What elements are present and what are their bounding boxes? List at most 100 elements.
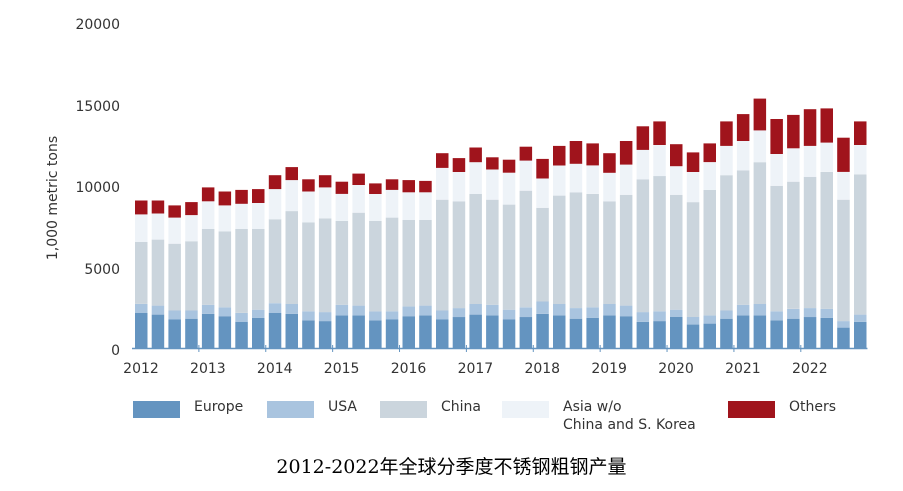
bar-segment-china bbox=[486, 199, 499, 305]
bar-segment-others bbox=[402, 180, 415, 193]
y-tick-10000: 10000 bbox=[75, 180, 120, 196]
bar-segment-asia-w-o-china-and-s-korea bbox=[854, 145, 867, 175]
bar-segment-europe bbox=[452, 317, 466, 348]
bar-segment-others bbox=[285, 167, 298, 181]
x-tick-2019: 2019 bbox=[591, 361, 627, 377]
bar-segment-asia-w-o-china-and-s-korea bbox=[469, 162, 482, 194]
bar-segment-asia-w-o-china-and-s-korea bbox=[636, 150, 650, 180]
bar-segment-others bbox=[553, 145, 566, 166]
x-tick-2017: 2017 bbox=[457, 361, 494, 377]
bar-segment-asia-w-o-china-and-s-korea bbox=[318, 187, 332, 219]
bar-2021Q2 bbox=[753, 98, 767, 348]
bar-2015Q1 bbox=[335, 181, 349, 348]
bar-segment-europe bbox=[753, 315, 767, 348]
x-tick-2022: 2022 bbox=[791, 361, 828, 377]
bar-2014Q4 bbox=[318, 175, 332, 348]
bar-segment-asia-w-o-china-and-s-korea bbox=[335, 194, 349, 221]
bar-segment-usa bbox=[837, 321, 850, 328]
bar-segment-china bbox=[787, 181, 800, 309]
bar-segment-asia-w-o-china-and-s-korea bbox=[753, 130, 767, 163]
bar-segment-others bbox=[385, 179, 399, 190]
bar-segment-china bbox=[252, 229, 265, 310]
legend-label-others: Others bbox=[789, 399, 837, 415]
bar-segment-china bbox=[502, 204, 516, 310]
bar-segment-europe bbox=[569, 318, 583, 348]
chart-caption: 2012-2022年全球分季度不锈钢粗钢产量 bbox=[276, 456, 627, 478]
bar-segment-europe bbox=[402, 316, 415, 348]
legend-item-asia: Asia w/o China and S. Korea bbox=[502, 398, 696, 434]
bar-segment-asia-w-o-china-and-s-korea bbox=[519, 160, 533, 191]
bar-2016Q4 bbox=[452, 158, 466, 348]
bar-2019Q3 bbox=[636, 126, 650, 348]
bar-segment-asia-w-o-china-and-s-korea bbox=[218, 205, 232, 232]
bar-segment-china bbox=[335, 220, 349, 305]
bar-segment-china bbox=[753, 162, 767, 304]
bar-2012Q1 bbox=[135, 200, 148, 348]
bar-segment-usa bbox=[268, 303, 282, 313]
x-tick-2016: 2016 bbox=[390, 361, 427, 377]
bar-segment-usa bbox=[653, 311, 666, 322]
bar-segment-usa bbox=[787, 308, 800, 319]
bar-2012Q3 bbox=[168, 205, 181, 348]
bar-segment-others bbox=[352, 173, 365, 185]
bar-segment-usa bbox=[569, 308, 583, 319]
bar-2018Q3 bbox=[569, 141, 583, 348]
bar-segment-usa bbox=[302, 311, 315, 321]
bar-segment-china bbox=[569, 192, 583, 308]
bar-segment-europe bbox=[703, 323, 716, 349]
bar-segment-china bbox=[268, 219, 282, 304]
bar-segment-usa bbox=[720, 310, 733, 319]
bar-segment-usa bbox=[536, 301, 549, 314]
bar-2015Q4 bbox=[385, 179, 399, 348]
bar-segment-asia-w-o-china-and-s-korea bbox=[619, 164, 633, 195]
bar-segment-china bbox=[302, 222, 315, 312]
bar-2021Q3 bbox=[770, 119, 783, 348]
bar-segment-china bbox=[586, 194, 599, 308]
bar-segment-asia-w-o-china-and-s-korea bbox=[603, 172, 616, 202]
y-tick-0: 0 bbox=[111, 343, 120, 359]
bar-2016Q2 bbox=[419, 180, 432, 348]
y-tick-15000: 15000 bbox=[75, 99, 120, 115]
bar-segment-china bbox=[837, 199, 850, 322]
bar-segment-asia-w-o-china-and-s-korea bbox=[452, 172, 466, 202]
bar-segment-usa bbox=[820, 308, 833, 318]
bar-segment-china bbox=[318, 218, 332, 313]
bar-segment-asia-w-o-china-and-s-korea bbox=[402, 192, 415, 220]
bar-segment-usa bbox=[636, 312, 650, 322]
bar-segment-asia-w-o-china-and-s-korea bbox=[770, 154, 783, 186]
bar-segment-china bbox=[553, 195, 566, 304]
bar-segment-others bbox=[787, 114, 800, 149]
bar-segment-china bbox=[218, 231, 232, 308]
bar-segment-china bbox=[519, 190, 533, 308]
bar-2017Q2 bbox=[486, 157, 499, 348]
bar-segment-others bbox=[854, 121, 867, 145]
bar-segment-europe bbox=[252, 317, 265, 348]
bar-segment-asia-w-o-china-and-s-korea bbox=[803, 145, 817, 177]
bar-segment-europe bbox=[419, 315, 432, 348]
bar-segment-asia-w-o-china-and-s-korea bbox=[736, 141, 750, 171]
bar-segment-others bbox=[151, 200, 165, 214]
bar-segment-europe bbox=[636, 321, 650, 348]
bar-segment-usa bbox=[770, 311, 783, 321]
bar-segment-europe bbox=[586, 317, 599, 348]
bar-segment-europe bbox=[787, 318, 800, 348]
bar-segment-europe bbox=[670, 317, 683, 348]
bar-segment-china bbox=[820, 172, 833, 309]
bar-segment-china bbox=[720, 175, 733, 311]
legend-label-usa: USA bbox=[328, 399, 357, 415]
bar-segment-europe bbox=[736, 315, 750, 348]
bar-segment-asia-w-o-china-and-s-korea bbox=[151, 213, 165, 240]
bar-segment-asia-w-o-china-and-s-korea bbox=[352, 185, 365, 213]
bar-segment-china bbox=[419, 220, 432, 306]
bar-2014Q1 bbox=[268, 175, 282, 348]
bar-segment-usa bbox=[753, 304, 767, 316]
bar-segment-others bbox=[519, 146, 533, 161]
bar-segment-usa bbox=[553, 304, 566, 316]
bar-segment-others bbox=[837, 137, 850, 172]
legend-swatch-asia bbox=[502, 401, 549, 418]
y-tick-5000: 5000 bbox=[84, 262, 120, 278]
bar-segment-others bbox=[252, 189, 265, 203]
bar-segment-europe bbox=[436, 319, 449, 348]
bar-segment-asia-w-o-china-and-s-korea bbox=[553, 165, 566, 196]
bar-segment-asia-w-o-china-and-s-korea bbox=[201, 201, 215, 229]
